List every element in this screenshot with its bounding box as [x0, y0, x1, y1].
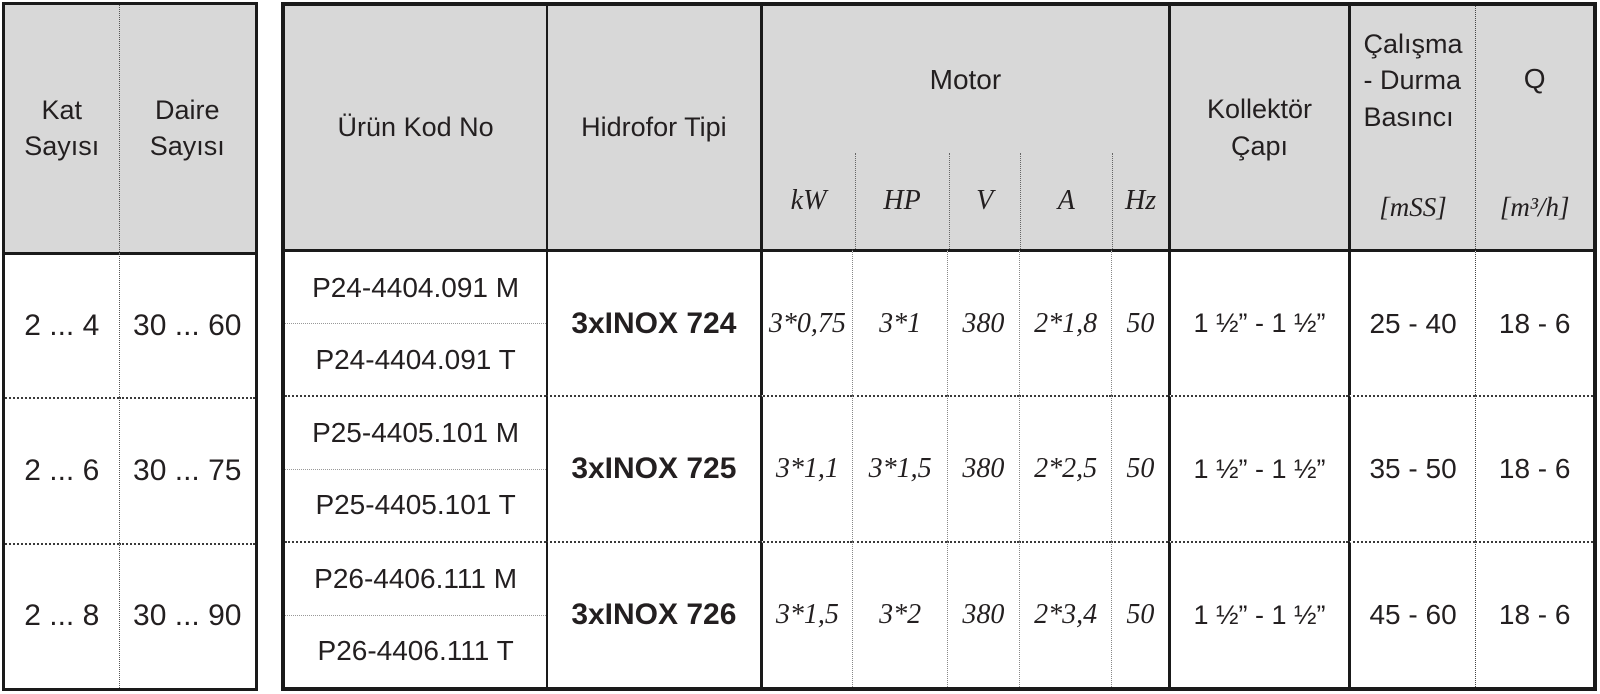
cell-daire-range: 30 ... 90 [118, 542, 255, 688]
hidrofor-type: 3xINOX 725 [546, 395, 760, 542]
unit-hp: HP [854, 153, 949, 250]
unit-a: A [1019, 153, 1112, 250]
product-code-cell: P24-4404.091 M P24-4404.091 T [285, 249, 547, 395]
collector-diameter: 1 ½” - 1 ½” [1168, 541, 1348, 687]
motor-value-v: 380 [946, 395, 1019, 542]
col-header-kollektor-capi: Kollektör Çapı [1168, 6, 1348, 250]
motor-value-v: 380 [946, 541, 1019, 687]
col-header-urun-kod-no: Ürün Kod No [285, 6, 547, 250]
hydrophore-spec-table: Ürün Kod No Hidrofor Tipi Motor kW HP V … [281, 2, 1597, 691]
q-unit-label: [m³/h] [1499, 192, 1570, 223]
motor-value-a: 2*1,8 [1018, 249, 1112, 396]
cell-kat-range: 2 ... 6 [5, 397, 119, 542]
col-header-calisma-durma-basinci: Çalışma - Durma Basıncı [mSS] [1347, 6, 1476, 250]
motor-value-kw: 3*1,5 [759, 541, 853, 687]
motor-value-hp: 3*1,5 [852, 395, 947, 542]
unit-v: V [948, 153, 1020, 250]
motor-value-a: 2*2,5 [1018, 395, 1112, 542]
cell-kat-range: 2 ... 4 [5, 251, 119, 397]
col-header-hidrofor-tipi: Hidrofor Tipi [546, 6, 760, 250]
hidrofor-type: 3xINOX 726 [546, 541, 760, 687]
unit-kw: kW [790, 185, 827, 217]
col-header-daire-sayisi: Daire Sayısı [118, 5, 255, 252]
product-code: P25-4405.101 T [315, 489, 516, 521]
pressure-range: 35 - 50 [1347, 395, 1476, 542]
motor-value-hp: 3*1 [852, 249, 947, 396]
product-code-cell: P26-4406.111 M P26-4406.111 T [285, 541, 547, 687]
product-code: P26-4406.111 T [317, 635, 514, 667]
calisma-durma-label: Çalışma - Durma Basıncı [1363, 29, 1463, 132]
collector-diameter: 1 ½” - 1 ½” [1168, 395, 1348, 542]
cell-kat-range: 2 ... 8 [5, 542, 119, 688]
col-header-q: Q [m³/h] [1475, 6, 1593, 250]
motor-unit-row: kW HP V A Hz [763, 153, 1169, 250]
pressure-range: 25 - 40 [1347, 249, 1476, 396]
product-code: P25-4405.101 M [285, 397, 547, 470]
col-header-kat-sayisi: Kat Sayısı [5, 5, 119, 252]
motor-value-hz: 50 [1111, 395, 1169, 542]
floor-apartment-table: Kat Sayısı Daire Sayısı 2 ... 4 30 ... 6… [2, 2, 258, 691]
motor-value-hz: 50 [1111, 249, 1169, 396]
collector-diameter: 1 ½” - 1 ½” [1168, 249, 1348, 396]
cell-daire-range: 30 ... 60 [118, 251, 255, 398]
motor-value-hz: 50 [1111, 541, 1169, 687]
product-code: P26-4406.111 M [285, 543, 547, 616]
cell-daire-range: 30 ... 75 [118, 397, 255, 543]
flow-rate: 18 - 6 [1475, 541, 1593, 687]
motor-value-kw: 3*0,75 [759, 249, 853, 396]
flow-rate: 18 - 6 [1475, 249, 1593, 396]
flow-rate: 18 - 6 [1475, 395, 1593, 542]
motor-group-label: Motor [929, 63, 1002, 95]
motor-value-hp: 3*2 [852, 541, 947, 687]
pressure-range: 45 - 60 [1347, 541, 1476, 687]
hidrofor-type: 3xINOX 724 [546, 249, 760, 396]
product-code: P24-4404.091 M [285, 252, 547, 325]
q-label: Q [1523, 63, 1546, 94]
unit-hz: Hz [1111, 153, 1168, 250]
motor-group-header: Motor kW HP V A Hz [759, 6, 1169, 250]
product-code-cell: P25-4405.101 M P25-4405.101 T [285, 395, 547, 541]
product-code: P24-4404.091 T [315, 343, 516, 375]
motor-value-kw: 3*1,1 [759, 395, 853, 542]
motor-value-a: 2*3,4 [1018, 541, 1112, 687]
motor-value-v: 380 [946, 249, 1019, 396]
pressure-unit-label: [mSS] [1379, 192, 1447, 223]
